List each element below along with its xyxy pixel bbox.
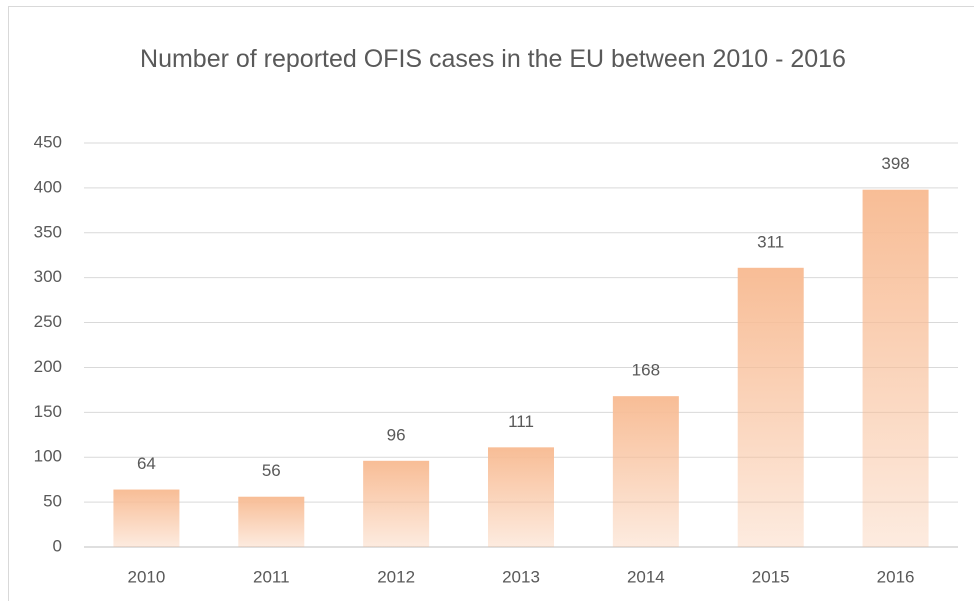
chart-title: Number of reported OFIS cases in the EU … [140, 45, 846, 73]
bar [862, 189, 929, 547]
x-tick-label: 2015 [752, 567, 790, 586]
x-tick-label: 2014 [627, 567, 665, 586]
data-label: 56 [262, 461, 281, 480]
chart-border [8, 6, 974, 601]
x-tick-label: 2013 [502, 567, 540, 586]
bar [488, 447, 554, 547]
bar [737, 267, 804, 547]
data-label: 168 [632, 361, 660, 380]
y-tick-label: 200 [34, 357, 62, 376]
data-label: 311 [757, 232, 784, 251]
x-tick-label: 2012 [377, 567, 415, 586]
x-tick-label: 2010 [128, 567, 166, 586]
y-tick-label: 150 [34, 402, 62, 421]
y-tick-label: 100 [34, 447, 62, 466]
data-label: 398 [881, 154, 909, 173]
bar [612, 396, 679, 547]
x-tick-label: 2011 [253, 567, 290, 586]
y-tick-label: 350 [34, 222, 62, 241]
y-tick-label: 400 [34, 177, 62, 196]
data-label: 96 [387, 425, 406, 444]
data-label: 111 [508, 412, 534, 431]
bar [238, 496, 305, 547]
y-tick-label: 300 [34, 267, 62, 286]
bar [363, 460, 430, 547]
y-tick-label: 50 [43, 492, 62, 511]
y-tick-label: 250 [34, 312, 62, 331]
y-tick-label: 0 [53, 536, 62, 555]
bar [113, 489, 180, 547]
data-label: 64 [137, 454, 156, 473]
y-tick-label: 450 [34, 132, 62, 151]
x-tick-label: 2016 [877, 567, 915, 586]
